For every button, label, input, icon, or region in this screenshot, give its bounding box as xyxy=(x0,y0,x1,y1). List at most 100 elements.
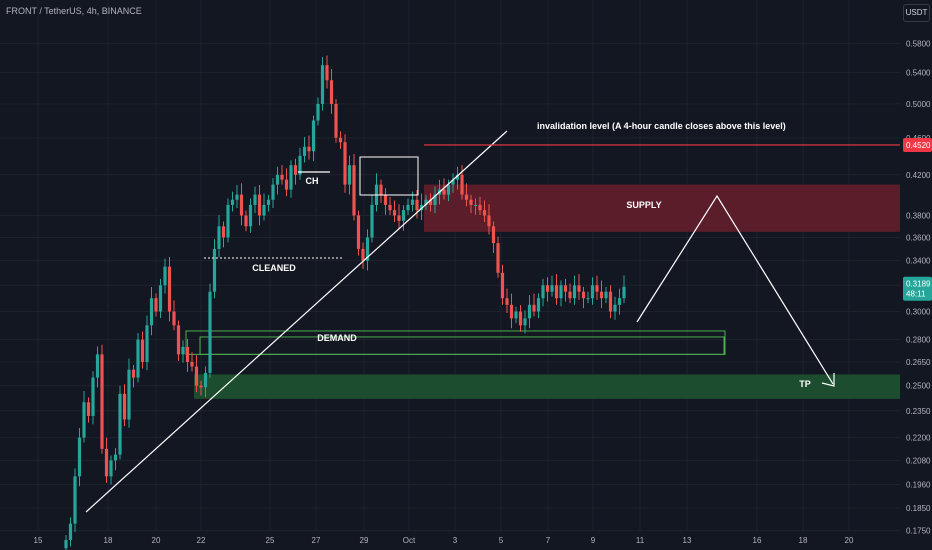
candle xyxy=(622,275,626,304)
candle xyxy=(496,236,500,278)
projection-arrowhead xyxy=(821,373,835,387)
candle xyxy=(563,278,568,302)
candle xyxy=(343,134,347,193)
candle xyxy=(590,277,595,305)
candle xyxy=(298,147,302,180)
candle xyxy=(100,344,104,454)
candle xyxy=(334,99,338,143)
candle xyxy=(401,205,406,231)
candle xyxy=(136,333,140,383)
candle xyxy=(545,277,550,302)
ch-label: CH xyxy=(306,176,319,186)
candle xyxy=(370,195,374,243)
candle xyxy=(608,285,613,319)
tp-label: TP xyxy=(799,379,811,389)
candle xyxy=(109,455,113,485)
candle xyxy=(514,306,518,324)
candle xyxy=(185,338,190,372)
invalidation-label: invalidation level (A 4-hour candle clos… xyxy=(537,121,786,131)
candle xyxy=(487,204,491,235)
candle xyxy=(419,193,424,221)
candle xyxy=(167,257,172,322)
candle xyxy=(550,275,554,297)
candle xyxy=(154,293,158,317)
supply-zone xyxy=(424,184,900,232)
candle xyxy=(68,517,73,547)
candle xyxy=(320,57,325,111)
candle xyxy=(586,291,590,304)
candle xyxy=(91,371,95,425)
time-tick-label: 16 xyxy=(753,536,762,545)
candle xyxy=(122,384,127,427)
candle xyxy=(311,115,316,162)
candle xyxy=(374,173,379,212)
candle xyxy=(500,264,505,305)
price-tick-label: 0.2200 xyxy=(906,434,931,443)
candle xyxy=(82,391,86,443)
candle xyxy=(104,437,109,483)
candle xyxy=(293,158,298,185)
candle xyxy=(307,135,311,160)
time-tick-label: 7 xyxy=(546,536,551,545)
candle xyxy=(302,137,307,163)
price-tick-label: 0.1960 xyxy=(906,481,931,490)
candle xyxy=(280,165,284,185)
time-tick-label: 15 xyxy=(34,536,43,545)
candle xyxy=(392,200,397,223)
candle xyxy=(235,184,239,208)
candle xyxy=(95,346,100,388)
candle xyxy=(140,331,145,369)
candle xyxy=(613,296,617,320)
candle xyxy=(577,274,581,300)
time-tick-label: 29 xyxy=(360,536,369,545)
invalidation-price-text: 0.4520 xyxy=(906,141,931,150)
candle xyxy=(541,278,545,307)
range-box xyxy=(359,156,419,196)
price-tick-label: 0.5800 xyxy=(906,40,931,49)
candle xyxy=(226,198,230,243)
candle xyxy=(158,278,163,319)
candle xyxy=(424,194,428,210)
demand-label: DEMAND xyxy=(317,333,357,343)
candle xyxy=(433,186,437,214)
candle xyxy=(149,286,154,336)
candle xyxy=(113,448,118,471)
candle xyxy=(509,293,514,329)
candle xyxy=(482,200,487,223)
time-tick-label: 5 xyxy=(499,536,504,545)
candle xyxy=(217,215,221,258)
candle xyxy=(451,173,455,193)
candle xyxy=(604,286,608,304)
time-tick-label: Oct xyxy=(403,536,416,545)
candle xyxy=(253,186,257,214)
time-tick-label: 27 xyxy=(312,536,321,545)
price-tick-label: 0.3000 xyxy=(906,308,931,317)
price-tick-label: 0.2350 xyxy=(906,407,931,416)
candle xyxy=(284,168,289,197)
candle xyxy=(617,288,622,315)
candle xyxy=(383,188,388,215)
candle xyxy=(356,210,361,256)
price-tick-label: 0.3400 xyxy=(906,257,931,266)
candle xyxy=(352,154,356,221)
symbol-header[interactable]: FRONT / TetherUS, 4h, BINANCE xyxy=(6,6,142,16)
candle xyxy=(131,364,136,388)
time-tick-label: 13 xyxy=(683,536,692,545)
candles xyxy=(64,55,626,550)
candle xyxy=(199,380,203,396)
time-axis[interactable]: 15 18 20 22 25 27 29 Oct 3 5 7 9 11 13 16 18 20 xyxy=(34,536,854,545)
candle xyxy=(257,184,262,226)
price-tick-label: 0.2650 xyxy=(906,358,931,367)
candle xyxy=(361,242,365,269)
candle xyxy=(64,535,68,550)
candle xyxy=(190,352,194,372)
candle xyxy=(568,283,572,304)
candle xyxy=(266,194,271,212)
candle xyxy=(442,178,446,200)
time-tick-label: 18 xyxy=(104,536,113,545)
candle xyxy=(599,280,604,309)
countdown-text: 48:11 xyxy=(906,290,926,299)
currency-button[interactable]: USDT xyxy=(903,4,930,22)
price-tick-label: 0.2500 xyxy=(906,382,931,391)
